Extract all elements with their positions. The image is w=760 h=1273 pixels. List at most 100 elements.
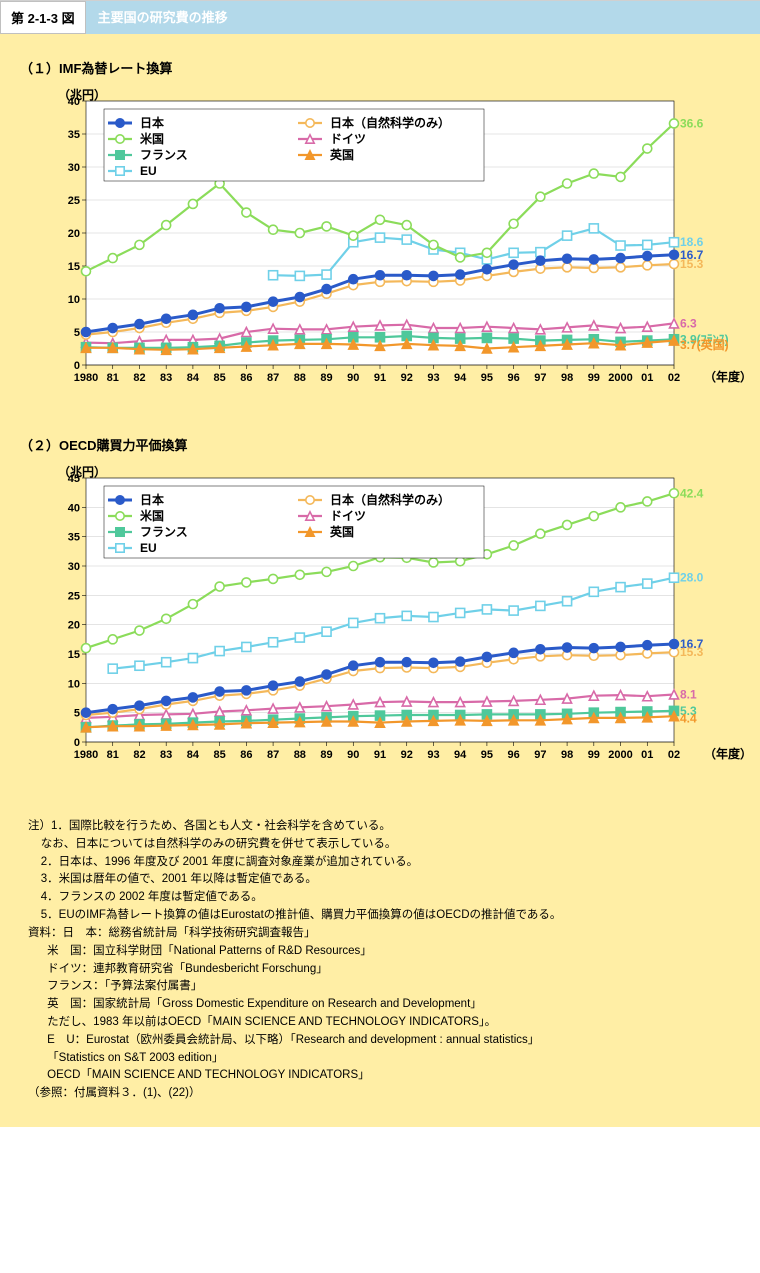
note-key [28,889,41,907]
svg-text:10: 10 [68,294,80,306]
svg-text:（年度）: （年度） [704,369,744,384]
svg-text:1980: 1980 [74,749,98,761]
svg-text:フランス: フランス [140,148,188,162]
svg-text:96: 96 [508,372,520,384]
note-text: 1．国際比較を行うため、各国とも人文・社会科学を含めている。 [51,818,732,836]
note-row: OECD「MAIN SCIENCE AND TECHNOLOGY INDICAT… [28,1067,732,1085]
note-key [28,871,41,889]
svg-text:日本: 日本 [140,492,164,507]
svg-text:30: 30 [68,162,80,174]
svg-text:92: 92 [401,372,413,384]
svg-text:84: 84 [187,372,200,384]
note-row: 4．フランスの 2002 年度は暫定値である。 [28,889,732,907]
note-row: （参照：付属資料３．(1)、(22)） [28,1085,732,1103]
note-row: 2．日本は、1996 年度及び 2001 年度に調査対象産業が追加されている。 [28,854,732,872]
note-row: ただし、1983 年以前はOECD「MAIN SCIENCE AND TECHN… [28,1014,732,1032]
chart2-svg: 0510152025303540451980818283848586878889… [16,462,744,782]
svg-text:日本（自然科学のみ）: 日本（自然科学のみ） [330,115,450,130]
svg-text:81: 81 [107,372,119,384]
svg-text:米国: 米国 [140,131,164,146]
svg-text:86: 86 [240,749,252,761]
svg-text:88: 88 [294,372,306,384]
svg-text:15.3: 15.3 [680,645,704,659]
chart2-wrap: 0510152025303540451980818283848586878889… [16,462,744,782]
note-text: E U：Eurostat（欧州委員会統計局、以下略）「Research and … [47,1032,732,1050]
svg-text:82: 82 [133,372,145,384]
svg-text:02: 02 [668,749,680,761]
note-text: 2．日本は、1996 年度及び 2001 年度に調査対象産業が追加されている。 [41,854,732,872]
svg-text:0: 0 [74,360,80,372]
figure-number: 第 2-1-3 図 [0,1,86,34]
svg-text:83: 83 [160,749,172,761]
svg-text:3.7(英国): 3.7(英国) [680,337,729,352]
svg-text:28.0: 28.0 [680,571,704,585]
chart2-title: （２）OECD購買力平価換算 [20,435,744,454]
svg-text:日本: 日本 [140,115,164,130]
note-row: なお、日本については自然科学のみの研究費を併せて表示している。 [28,836,732,854]
svg-text:95: 95 [481,372,493,384]
svg-text:25: 25 [68,590,80,602]
svg-text:89: 89 [320,749,332,761]
svg-text:81: 81 [107,749,119,761]
svg-text:EU: EU [140,164,157,178]
svg-text:82: 82 [133,749,145,761]
svg-text:86: 86 [240,372,252,384]
svg-text:ドイツ: ドイツ [330,132,366,146]
svg-text:93: 93 [427,372,439,384]
note-key: 資料： [28,925,63,943]
svg-text:20: 20 [68,620,80,632]
svg-text:95: 95 [481,749,493,761]
svg-text:83: 83 [160,372,172,384]
svg-text:EU: EU [140,541,157,555]
note-row: 「Statistics on S&T 2003 edition」 [28,1050,732,1068]
svg-text:10: 10 [68,678,80,690]
note-row: E U：Eurostat（欧州委員会統計局、以下略）「Research and … [28,1032,732,1050]
note-text: なお、日本については自然科学のみの研究費を併せて表示している。 [41,836,732,854]
svg-text:97: 97 [534,749,546,761]
svg-text:96: 96 [508,749,520,761]
svg-text:ドイツ: ドイツ [330,509,366,523]
figure-header: 第 2-1-3 図 主要国の研究費の推移 [0,0,760,34]
note-text: 「Statistics on S&T 2003 edition」 [47,1050,732,1068]
svg-text:35: 35 [68,532,80,544]
svg-text:99: 99 [588,749,600,761]
note-key [28,854,41,872]
chart1-wrap: 0510152025303540198081828384858687888990… [16,85,744,405]
svg-text:01: 01 [641,372,653,384]
svg-text:92: 92 [401,749,413,761]
note-key [28,1032,47,1050]
svg-text:98: 98 [561,372,573,384]
chart1-svg: 0510152025303540198081828384858687888990… [16,85,744,405]
svg-text:8.1: 8.1 [680,687,697,701]
note-row: 注）1．国際比較を行うため、各国とも人文・社会科学を含めている。 [28,818,732,836]
note-row: 5．EUのIMF為替レート換算の値はEurostatの推計値、購買力平価換算の値… [28,907,732,925]
svg-text:6.3: 6.3 [680,316,697,330]
svg-text:87: 87 [267,372,279,384]
svg-text:4.4: 4.4 [680,712,697,726]
svg-text:米国: 米国 [140,508,164,523]
svg-text:英国: 英国 [330,147,354,162]
svg-text:90: 90 [347,372,359,384]
note-key [28,1050,47,1068]
svg-text:36.6: 36.6 [680,116,704,130]
note-key [28,836,41,854]
note-key [28,1067,47,1085]
note-key [28,996,47,1014]
note-row: 米 国：国立科学財団「National Patterns of R&D Reso… [28,943,732,961]
svg-text:89: 89 [320,372,332,384]
note-row: 英 国：国家統計局「Gross Domestic Expenditure on … [28,996,732,1014]
svg-text:日本（自然科学のみ）: 日本（自然科学のみ） [330,492,450,507]
svg-text:（兆円）: （兆円） [58,464,106,479]
note-text: （参照：付属資料３．(1)、(22)） [28,1085,732,1103]
note-text: フランス：「予算法案付属書」 [47,978,732,996]
svg-text:30: 30 [68,561,80,573]
svg-text:25: 25 [68,195,80,207]
svg-text:90: 90 [347,749,359,761]
note-key [28,978,47,996]
svg-text:42.4: 42.4 [680,486,704,500]
note-text: 日 本：総務省統計局「科学技術研究調査報告」 [63,925,733,943]
note-text: 英 国：国家統計局「Gross Domestic Expenditure on … [47,996,732,1014]
svg-text:40: 40 [68,502,80,514]
note-key [28,1014,47,1032]
svg-text:2000: 2000 [608,372,632,384]
